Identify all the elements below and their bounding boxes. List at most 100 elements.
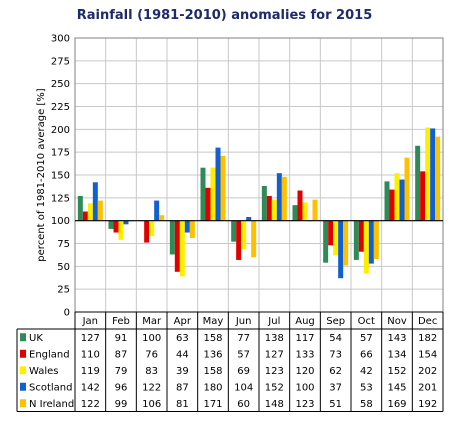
- table-cell: 62: [329, 366, 342, 377]
- bar-scotland: [154, 200, 160, 221]
- y-tick-label: 25: [57, 285, 70, 296]
- x-tick-label: Sep: [326, 316, 345, 327]
- bar-uk: [323, 220, 329, 263]
- bar-england: [358, 220, 364, 252]
- bar-wales: [425, 127, 431, 221]
- y-tick-label: 0: [64, 308, 70, 319]
- table-cell: 99: [115, 399, 128, 410]
- table-cell: 42: [360, 366, 373, 377]
- bar-england: [174, 220, 180, 272]
- bar-scotland: [123, 220, 129, 225]
- y-tick-label: 200: [51, 125, 70, 136]
- table-cell: 122: [81, 399, 100, 410]
- bar-uk: [353, 220, 359, 260]
- bar-wales: [302, 202, 308, 221]
- table-cell: 123: [295, 399, 314, 410]
- bar-wales: [394, 173, 400, 221]
- table-cell: 58: [360, 399, 373, 410]
- y-tick-label: 100: [51, 216, 70, 227]
- table-cell: 104: [234, 382, 253, 393]
- table-cell: 51: [329, 399, 342, 410]
- table-cell: 66: [360, 349, 373, 360]
- bar-uk: [77, 196, 83, 221]
- table-cell: 182: [418, 333, 437, 344]
- table-cell: 54: [329, 333, 342, 344]
- bar-uk: [200, 167, 206, 221]
- bar-uk: [231, 220, 237, 242]
- bar-n-ireland: [281, 176, 287, 221]
- table-cell: 145: [387, 382, 406, 393]
- table-cell: 133: [295, 349, 314, 360]
- bar-n-ireland: [189, 220, 195, 239]
- table-cell: 87: [115, 349, 128, 360]
- bar-wales: [210, 167, 216, 221]
- bar-england: [144, 220, 150, 243]
- legend-label: Wales: [29, 366, 59, 377]
- table-cell: 127: [265, 349, 284, 360]
- legend-swatch: [20, 333, 26, 342]
- table-cell: 158: [203, 366, 222, 377]
- bar-n-ireland: [312, 199, 318, 221]
- table-cell: 192: [418, 399, 437, 410]
- y-tick-label: 175: [51, 148, 70, 159]
- table-cell: 143: [387, 333, 406, 344]
- table-cell: 73: [329, 349, 342, 360]
- bar-uk: [384, 181, 390, 221]
- bar-n-ireland: [251, 220, 257, 258]
- legend-label: England: [29, 349, 70, 360]
- x-tick-label: Feb: [112, 316, 130, 327]
- y-axis-label: percent of 1981-2010 average [%]: [36, 88, 47, 262]
- table-cell: 202: [418, 366, 437, 377]
- bar-scotland: [215, 147, 221, 221]
- table-cell: 154: [418, 349, 437, 360]
- x-tick-label: Dec: [418, 316, 437, 327]
- bar-n-ireland: [97, 200, 103, 221]
- bar-england: [420, 171, 426, 221]
- bar-england: [266, 196, 272, 221]
- x-tick-label: Oct: [358, 316, 375, 327]
- bars: [77, 127, 441, 279]
- bar-wales: [179, 220, 185, 277]
- table-cell: 44: [176, 349, 189, 360]
- bar-uk: [415, 145, 421, 221]
- table-cell: 77: [237, 333, 250, 344]
- table-cell: 100: [295, 382, 314, 393]
- table-cell: 152: [265, 382, 284, 393]
- table-cell: 83: [145, 366, 158, 377]
- bar-scotland: [430, 128, 436, 221]
- table-cell: 60: [237, 399, 250, 410]
- table-cell: 134: [387, 349, 406, 360]
- bar-wales: [241, 220, 247, 249]
- x-tick-label: Nov: [387, 316, 407, 327]
- legend-swatch: [20, 399, 26, 408]
- x-tick-label: May: [203, 316, 224, 327]
- legend-swatch: [20, 366, 26, 375]
- data-table: Jan Feb Mar Apr May Jun Jul Aug Sep Oct Nov Dec UK 12…: [16, 311, 444, 412]
- bar-n-ireland: [343, 220, 349, 266]
- table-cell: 91: [115, 333, 128, 344]
- bar-wales: [333, 220, 339, 256]
- bar-scotland: [399, 179, 405, 221]
- legend-swatch: [20, 382, 26, 391]
- table-cell: 127: [81, 333, 100, 344]
- bar-scotland: [246, 217, 252, 221]
- table-cell: 37: [329, 382, 342, 393]
- bar-scotland: [276, 173, 282, 221]
- bar-scotland: [92, 182, 98, 221]
- table-cell: 119: [81, 366, 100, 377]
- chart-title: Rainfall (1981-2010) anomalies for 2015: [76, 8, 373, 23]
- y-tick-label: 125: [51, 193, 70, 204]
- table-cell: 110: [81, 349, 100, 360]
- table-cell: 53: [360, 382, 373, 393]
- bar-uk: [261, 185, 267, 221]
- bar-n-ireland: [435, 136, 441, 221]
- table-cell: 136: [203, 349, 222, 360]
- table-cell: 57: [360, 333, 373, 344]
- bar-n-ireland: [159, 215, 165, 221]
- y-tick-label: 225: [51, 102, 70, 113]
- bar-england: [82, 211, 88, 221]
- bar-n-ireland: [220, 155, 226, 221]
- table-cell: 201: [418, 382, 437, 393]
- bar-n-ireland: [404, 157, 410, 221]
- y-tick-label: 275: [51, 56, 70, 67]
